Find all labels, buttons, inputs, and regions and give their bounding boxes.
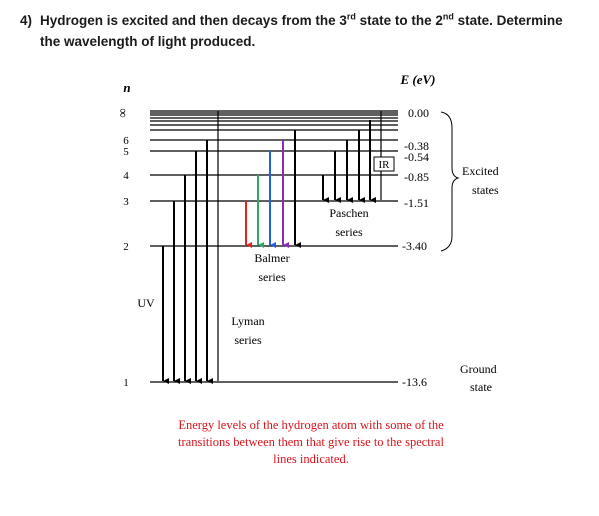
excited-states-brace	[440, 111, 460, 252]
caption-line-3: lines indicated.	[273, 452, 349, 466]
energy-levels	[150, 110, 398, 383]
uv-label: UV	[137, 296, 155, 310]
caption-line-1: Energy levels of the hydrogen atom with …	[178, 418, 444, 432]
question-number: 4)	[20, 13, 33, 28]
energy-label-5: -3.40	[402, 239, 427, 253]
n-label-infinity: ∞	[116, 108, 131, 117]
ir-label: IR	[379, 159, 391, 171]
question-part-2: state to the 2	[355, 13, 443, 28]
caption-line-2: transitions between them that give rise …	[178, 435, 444, 449]
n-label-4: 4	[123, 170, 129, 182]
paschen-series-label: series	[335, 225, 363, 239]
n-label-1: 1	[123, 377, 129, 389]
n-label-3: 3	[123, 196, 129, 208]
balmer-label: Balmer	[254, 251, 289, 265]
n-header: n	[123, 80, 130, 95]
energy-header: E (eV)	[399, 72, 435, 87]
energy-label-1: -0.38	[404, 139, 429, 153]
question-sup-rd: rd	[346, 11, 356, 22]
question-text: 4) Hydrogen is excited and then decays f…	[20, 10, 585, 52]
lyman-label: Lyman	[231, 314, 264, 328]
question-part-3: state. Determine the wavelength of light…	[40, 13, 563, 49]
question-part-1: Hydrogen is excited and then decays from…	[40, 13, 347, 28]
balmer-series-label: series	[258, 270, 286, 284]
energy-label-4: -1.51	[404, 196, 429, 210]
energy-label-3: -0.85	[404, 170, 429, 184]
transition-arrows	[162, 111, 382, 384]
states-label: states	[472, 183, 499, 197]
n-label-5: 5	[123, 146, 129, 158]
energy-label-6: -13.6	[402, 375, 427, 389]
lyman-series-label: series	[234, 333, 262, 347]
paschen-label: Paschen	[329, 206, 368, 220]
question-sup-nd: nd	[442, 11, 454, 22]
ground-label: Ground	[460, 362, 497, 376]
energy-label-0: 0.00	[408, 106, 429, 120]
n-label-6: 6	[123, 135, 129, 147]
ir-box	[373, 156, 395, 172]
energy-label-2: -0.54	[404, 150, 429, 164]
excited-label: Excited	[462, 164, 499, 178]
n-label-2: 2	[123, 241, 129, 253]
ground-state-label: state	[470, 380, 492, 394]
